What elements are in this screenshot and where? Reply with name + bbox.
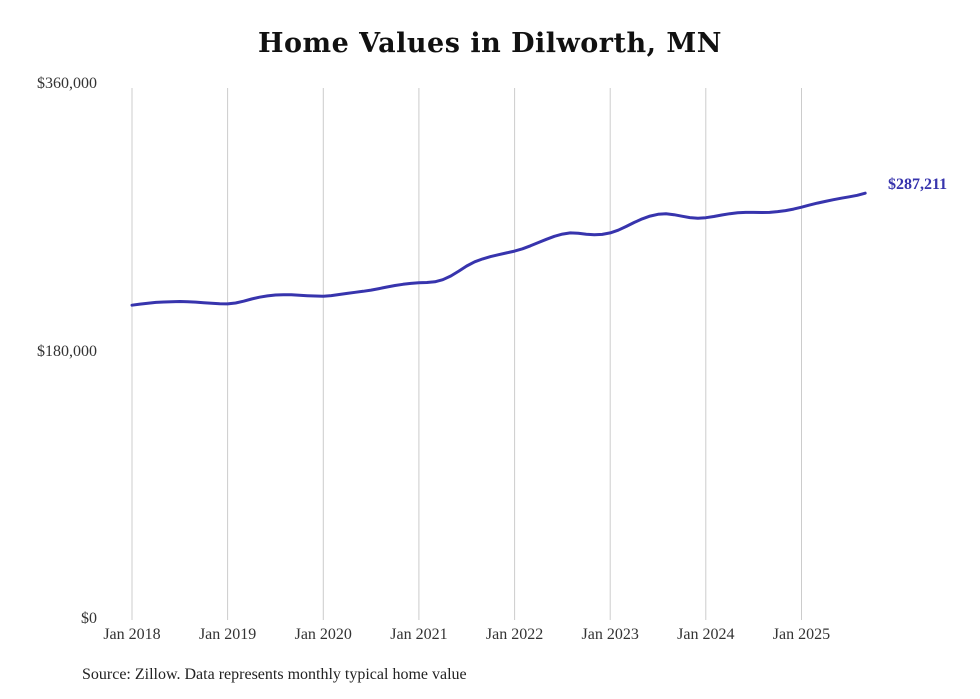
x-tick-jan-2020: Jan 2020 [294,626,352,643]
y-tick-180000: $180,000 [37,342,97,360]
x-tick-jan-2022: Jan 2022 [485,626,544,643]
x-tick-jan-2025: Jan 2025 [772,626,831,643]
y-tick-0: $0 [81,610,97,627]
home-value-trend-line [130,191,867,307]
x-tick-jan-2021: Jan 2021 [390,626,448,643]
y-tick-360000: $360,000 [37,75,97,92]
x-tick-jan-2018: Jan 2018 [103,626,161,643]
x-tick-jan-2019: Jan 2019 [198,626,257,643]
x-tick-jan-2023: Jan 2023 [581,626,639,643]
source-note: Source: Zillow. Data represents monthly … [82,666,467,683]
chart-title: Home Values in Dilworth, MN [258,28,722,59]
latest-value-label: $287,211 [888,176,948,193]
x-tick-jan-2024: Jan 2024 [677,626,735,643]
vertical-gridlines [131,88,802,620]
